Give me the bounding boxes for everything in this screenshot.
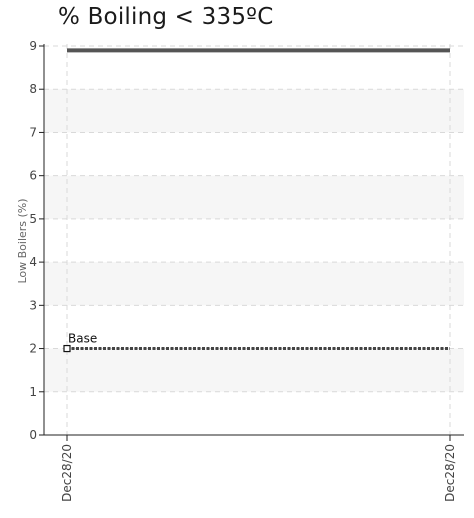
background-band [44, 262, 464, 306]
annotation-label: Base [68, 332, 97, 346]
axes [43, 44, 464, 436]
y-tick-label: 4 [29, 255, 37, 269]
background-band [44, 175, 464, 219]
background-band [44, 348, 464, 392]
y-ticks: 0 1 2 3 4 5 6 7 8 9 [29, 39, 44, 442]
x-ticks: Dec28/20 Dec28/20 [60, 435, 457, 502]
y-tick-label: 1 [29, 385, 37, 399]
annotations: Base [63, 332, 97, 353]
y-tick-label: 3 [29, 298, 37, 312]
y-tick-label: 5 [29, 212, 37, 226]
series [67, 48, 450, 351]
x-tick-label: Dec28/20 [443, 444, 457, 502]
y-tick-label: 2 [29, 342, 37, 356]
x-tick-label: Dec28/20 [60, 444, 74, 502]
chart-title: % Boiling < 335ºC [58, 4, 274, 30]
annotation-marker [63, 344, 71, 353]
y-tick-label: 6 [29, 169, 37, 183]
y-tick-label: 8 [29, 82, 37, 96]
y-tick-label: 7 [29, 125, 37, 139]
y-axis-title: Low Boilers (%) [16, 198, 29, 283]
gridlines [44, 44, 464, 435]
y-tick-label: 0 [29, 428, 37, 442]
background-bands [44, 89, 464, 392]
background-band [44, 89, 464, 133]
y-tick-label: 9 [29, 39, 37, 53]
